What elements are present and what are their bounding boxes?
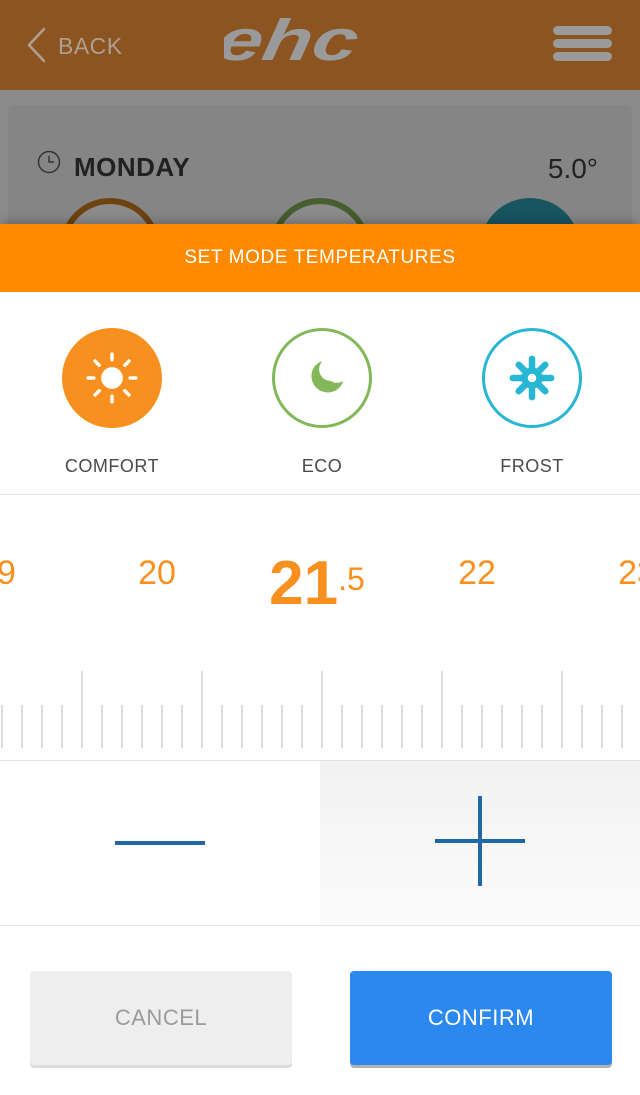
svg-text:ehc: ehc bbox=[224, 8, 364, 73]
